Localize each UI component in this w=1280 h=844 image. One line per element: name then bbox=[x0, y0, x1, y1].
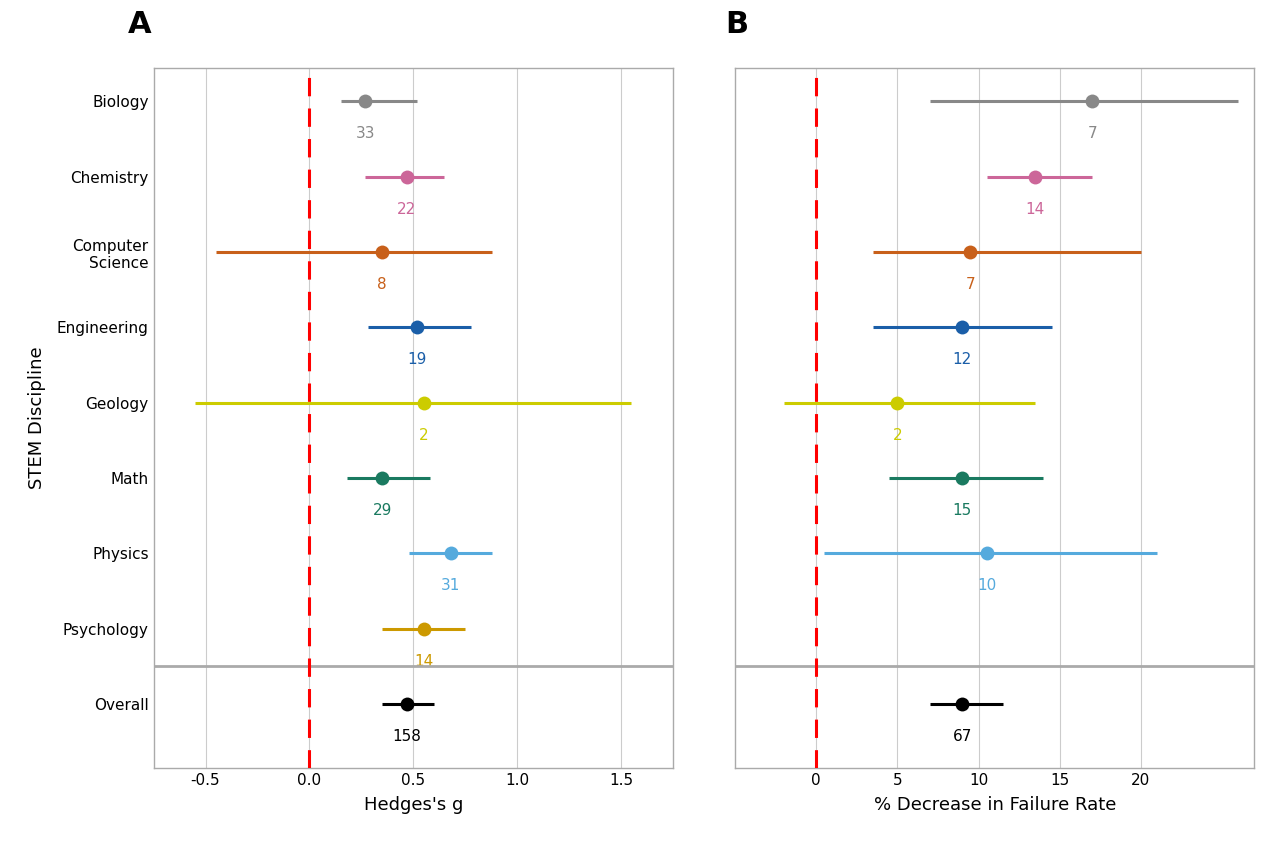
Text: 7: 7 bbox=[965, 277, 975, 292]
Text: 15: 15 bbox=[952, 503, 972, 518]
Text: 2: 2 bbox=[892, 428, 902, 442]
Text: 10: 10 bbox=[977, 578, 996, 593]
Text: 19: 19 bbox=[408, 352, 428, 367]
Text: 22: 22 bbox=[397, 202, 416, 217]
Text: 33: 33 bbox=[356, 127, 375, 141]
Text: B: B bbox=[724, 10, 748, 40]
Text: 67: 67 bbox=[952, 729, 972, 744]
Text: 7: 7 bbox=[1087, 127, 1097, 141]
X-axis label: % Decrease in Failure Rate: % Decrease in Failure Rate bbox=[873, 796, 1116, 814]
Text: A: A bbox=[128, 10, 151, 40]
Text: 12: 12 bbox=[952, 352, 972, 367]
Text: 14: 14 bbox=[1025, 202, 1044, 217]
Text: 29: 29 bbox=[372, 503, 392, 518]
Text: 14: 14 bbox=[413, 653, 433, 668]
Text: 31: 31 bbox=[440, 578, 461, 593]
Text: 158: 158 bbox=[393, 729, 421, 744]
Text: 2: 2 bbox=[419, 428, 429, 442]
Y-axis label: STEM Discipline: STEM Discipline bbox=[28, 347, 46, 489]
Text: 8: 8 bbox=[378, 277, 387, 292]
X-axis label: Hedges's g: Hedges's g bbox=[364, 796, 463, 814]
